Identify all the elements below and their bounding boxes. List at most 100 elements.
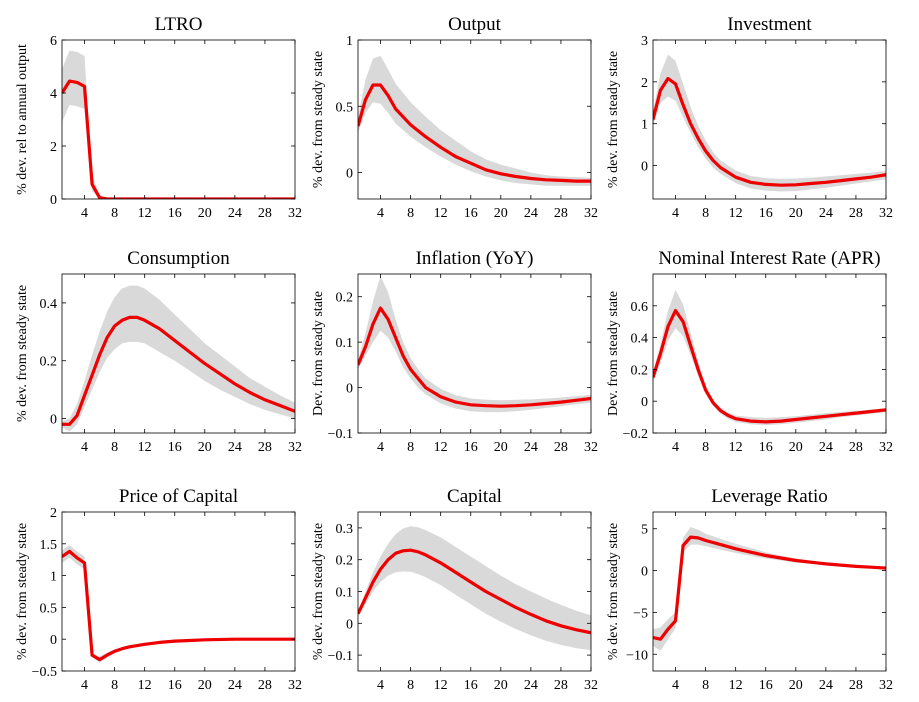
price-of-capital-xtick-label: 28 bbox=[258, 678, 272, 693]
inflation-yoy-ytick-label: 0.1 bbox=[336, 336, 354, 351]
price-of-capital-ytick-label: 1.5 bbox=[40, 538, 58, 553]
output-xtick-label: 24 bbox=[524, 206, 538, 221]
nominal-interest-rate-apr-median-line bbox=[653, 309, 886, 424]
investment-ytick-label: 0 bbox=[641, 160, 648, 175]
investment-xtick-label: 28 bbox=[849, 206, 863, 221]
investment-xtick-label: 12 bbox=[729, 206, 743, 221]
consumption-ytick-label: 0.2 bbox=[40, 355, 58, 370]
nominal-interest-rate-apr-axes-frame bbox=[652, 273, 887, 434]
leverage-ratio-title: Leverage Ratio bbox=[711, 486, 828, 507]
output-axes-frame bbox=[357, 39, 592, 200]
capital-confidence-band bbox=[358, 526, 591, 651]
price-of-capital-median-line bbox=[62, 549, 295, 662]
ltro-ytick-label: 0 bbox=[50, 193, 57, 208]
consumption-xtick-label: 8 bbox=[111, 440, 118, 455]
inflation-yoy-axes-frame bbox=[357, 273, 592, 434]
panel-inflation-yoy: −0.1 0 0.1 0.2 4 8 12 16 20 24 28 32 Inflation (YoY)… bbox=[311, 248, 598, 455]
capital-xtick-label: 20 bbox=[494, 678, 508, 693]
panel-leverage-ratio: −10 −5 0 5 4 8 12 16 20 24 28 32 Leverage Ratio % dev… bbox=[606, 486, 893, 693]
nominal-interest-rate-apr-confidence-band bbox=[653, 289, 886, 426]
output-xtick-label: 4 bbox=[377, 206, 384, 221]
price-of-capital-xtick-label: 20 bbox=[198, 678, 212, 693]
nominal-interest-rate-apr-ytick-label: 0 bbox=[641, 395, 648, 410]
leverage-ratio-xtick-label: 28 bbox=[849, 678, 863, 693]
inflation-yoy-ytick-label: −0.1 bbox=[328, 427, 353, 442]
capital-plot-area bbox=[358, 526, 591, 651]
capital-ytick-label: −0.1 bbox=[328, 649, 353, 664]
investment-ylabel: % dev. from steady state bbox=[606, 51, 621, 188]
nominal-interest-rate-apr-xtick-label: 8 bbox=[702, 440, 709, 455]
nominal-interest-rate-apr-ytick-label: 0.6 bbox=[631, 300, 649, 315]
ltro-ytick-label: 2 bbox=[50, 140, 57, 155]
output-xtick-label: 16 bbox=[464, 206, 478, 221]
output-ytick-label: 1 bbox=[346, 34, 353, 49]
inflation-yoy-xtick-label: 32 bbox=[584, 440, 598, 455]
inflation-yoy-xtick-label: 20 bbox=[494, 440, 508, 455]
inflation-yoy-xtick-label: 28 bbox=[554, 440, 568, 455]
investment-ytick-label: 2 bbox=[641, 76, 648, 91]
leverage-ratio-ytick-label: −5 bbox=[633, 606, 648, 621]
leverage-ratio-xtick-label: 4 bbox=[672, 678, 679, 693]
consumption-ytick-label: 0.4 bbox=[40, 297, 58, 312]
consumption-median-line bbox=[62, 315, 295, 426]
leverage-ratio-xtick-label: 20 bbox=[789, 678, 803, 693]
ltro-confidence-band bbox=[62, 50, 295, 199]
capital-ytick-label: 0.3 bbox=[336, 522, 354, 537]
panel-output: 0 0.5 1 4 8 12 16 20 24 28 32 Output % dev. from ste… bbox=[311, 14, 598, 221]
ltro-median-line bbox=[62, 79, 295, 199]
price-of-capital-title: Price of Capital bbox=[119, 486, 238, 507]
ltro-title: LTRO bbox=[155, 14, 203, 35]
nominal-interest-rate-apr-xtick-label: 32 bbox=[879, 440, 893, 455]
inflation-yoy-plot-area bbox=[358, 276, 591, 413]
investment-confidence-band bbox=[653, 54, 886, 192]
leverage-ratio-ytick-label: 0 bbox=[641, 565, 648, 580]
ltro-xtick-label: 28 bbox=[258, 206, 272, 221]
inflation-yoy-median-line bbox=[358, 306, 591, 408]
investment-xtick-label: 8 bbox=[702, 206, 709, 221]
inflation-yoy-xtick-label: 8 bbox=[407, 440, 414, 455]
price-of-capital-xtick-label: 4 bbox=[81, 678, 88, 693]
price-of-capital-plot-area bbox=[62, 545, 295, 663]
consumption-plot-area bbox=[62, 285, 295, 432]
capital-ytick-label: 0.2 bbox=[336, 554, 354, 569]
ltro-ytick-label: 4 bbox=[50, 87, 57, 102]
output-title: Output bbox=[448, 14, 502, 35]
leverage-ratio-xtick-label: 32 bbox=[879, 678, 893, 693]
capital-ytick-label: 0.1 bbox=[336, 586, 354, 601]
output-ylabel: % dev. from steady state bbox=[311, 51, 326, 188]
price-of-capital-xtick-label: 12 bbox=[138, 678, 152, 693]
leverage-ratio-median-line bbox=[653, 535, 886, 641]
inflation-yoy-xtick-label: 12 bbox=[434, 440, 448, 455]
inflation-yoy-confidence-band bbox=[358, 276, 591, 413]
output-xtick-label: 8 bbox=[407, 206, 414, 221]
investment-ytick-label: 3 bbox=[641, 34, 648, 49]
inflation-yoy-xtick-label: 24 bbox=[524, 440, 538, 455]
capital-xtick-label: 12 bbox=[434, 678, 448, 693]
capital-xtick-label: 32 bbox=[584, 678, 598, 693]
ltro-plot-area bbox=[62, 50, 295, 199]
ltro-xtick-label: 16 bbox=[168, 206, 182, 221]
inflation-yoy-xtick-label: 4 bbox=[377, 440, 384, 455]
nominal-interest-rate-apr-xtick-label: 24 bbox=[819, 440, 833, 455]
leverage-ratio-ytick-label: 5 bbox=[641, 523, 648, 538]
capital-median-line bbox=[358, 548, 591, 635]
consumption-xtick-label: 16 bbox=[168, 440, 182, 455]
consumption-xtick-label: 4 bbox=[81, 440, 88, 455]
investment-plot-area bbox=[653, 54, 886, 192]
price-of-capital-ytick-label: 0 bbox=[50, 633, 57, 648]
consumption-xtick-label: 20 bbox=[198, 440, 212, 455]
leverage-ratio-axes-frame bbox=[652, 511, 887, 672]
price-of-capital-xtick-label: 8 bbox=[111, 678, 118, 693]
leverage-ratio-plot-area bbox=[653, 527, 886, 651]
capital-ylabel: % dev. from steady state bbox=[311, 523, 326, 660]
ltro-xtick-label: 24 bbox=[228, 206, 242, 221]
inflation-yoy-ytick-label: 0.2 bbox=[336, 291, 354, 306]
output-xtick-label: 20 bbox=[494, 206, 508, 221]
ltro-xtick-label: 32 bbox=[288, 206, 302, 221]
output-confidence-band bbox=[358, 55, 591, 186]
output-plot-area bbox=[358, 55, 591, 186]
